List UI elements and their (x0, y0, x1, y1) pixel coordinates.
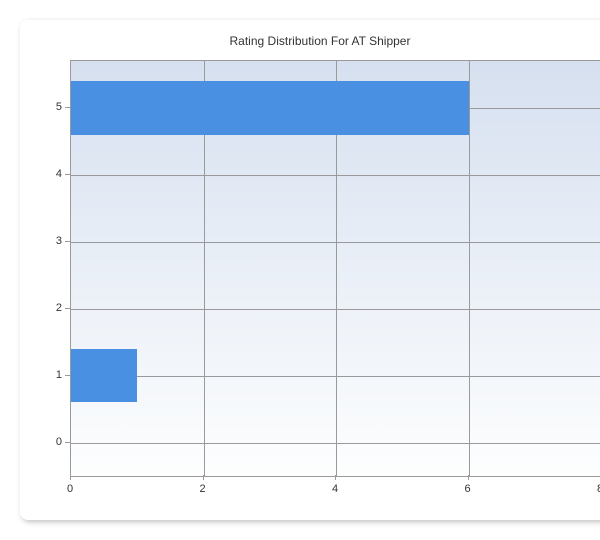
x-axis-label: 6 (464, 483, 470, 495)
x-tick (468, 475, 469, 480)
x-axis-label: 2 (199, 483, 205, 495)
y-tick (65, 174, 70, 175)
data-bar (71, 81, 469, 135)
y-tick (65, 308, 70, 309)
y-axis-label: 4 (42, 168, 62, 180)
y-tick (65, 375, 70, 376)
y-tick (65, 442, 70, 443)
gridline-vertical (469, 61, 470, 476)
y-axis-label: 1 (42, 369, 62, 381)
x-tick (70, 475, 71, 480)
chart-title: Rating Distribution For AT Shipper (20, 20, 600, 48)
chart-container: Rating Distribution For AT Shipper 02468… (20, 20, 600, 520)
gridline-horizontal (71, 242, 600, 243)
y-axis-label: 3 (42, 235, 62, 247)
gridline-horizontal (71, 376, 600, 377)
y-axis-label: 2 (42, 302, 62, 314)
x-axis-label: 0 (67, 483, 73, 495)
y-tick (65, 107, 70, 108)
x-tick (335, 475, 336, 480)
y-axis-label: 0 (42, 436, 62, 448)
plot-area (70, 60, 600, 477)
x-tick (203, 475, 204, 480)
gridline-horizontal (71, 175, 600, 176)
x-axis-label: 4 (332, 483, 338, 495)
gridline-horizontal (71, 309, 600, 310)
data-bar (71, 349, 137, 403)
y-axis-label: 5 (42, 101, 62, 113)
y-tick (65, 241, 70, 242)
gridline-horizontal (71, 443, 600, 444)
